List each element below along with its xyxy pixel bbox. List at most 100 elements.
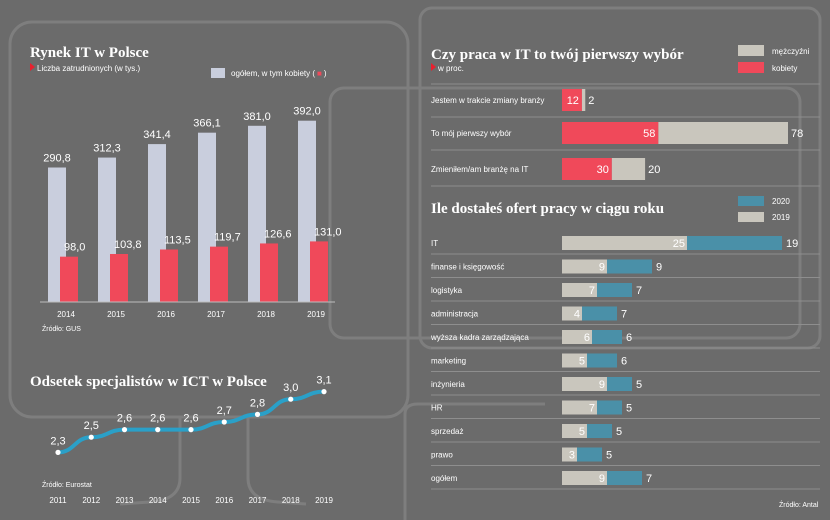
employment-bars: 290,8 98,0 2014 312,3 103,8 2015 341,4 113,5 201… — [43, 106, 341, 319]
label-women: 98,0 — [64, 242, 85, 254]
employment-title: Rynek IT w Polsce — [30, 45, 149, 61]
point-label: 2,6 — [183, 413, 198, 425]
ict-share-source: Źródło: Eurostat — [42, 480, 92, 489]
x-tick-label: 2015 — [182, 496, 200, 505]
legend-women-label: kobiety — [772, 64, 797, 73]
category-label: To mój pierwszy wybór — [431, 129, 512, 138]
ict-share-title: Odsetek specjalistów w ICT w Polsce — [30, 374, 267, 390]
point-label: 2,6 — [150, 413, 165, 425]
bar-2019 — [562, 400, 597, 415]
label-2019: 6 — [584, 332, 590, 344]
label-total: 290,8 — [43, 153, 71, 165]
first-choice-title: Czy praca w IT to twój pierwszy wybór — [431, 47, 684, 63]
bar-2020 — [597, 283, 632, 297]
bar-women — [310, 241, 328, 302]
bar-2020 — [687, 236, 782, 250]
offers-title: Ile dostałeś ofert pracy w ciągu roku — [431, 201, 664, 217]
employment-subtitle: Liczba zatrudnionych (w tys.) — [37, 64, 140, 73]
label-total: 366,1 — [193, 118, 221, 130]
bar-2019 — [562, 283, 597, 297]
label-2019: 25 — [673, 238, 685, 250]
x-tick-label: 2013 — [116, 496, 134, 505]
legend-2019-swatch — [738, 212, 764, 222]
bar-2020 — [607, 377, 632, 391]
first-choice-subtitle: w proc. — [437, 64, 464, 73]
bar-2020 — [597, 400, 622, 415]
label-2020: 6 — [626, 332, 632, 344]
ict-share-chart: Odsetek specjalistów w ICT w Polsce 2,3 2… — [30, 374, 333, 505]
bar-women — [160, 249, 178, 302]
x-tick-label: 2014 — [57, 310, 75, 319]
label-men: 20 — [648, 164, 660, 176]
label-men: 78 — [791, 128, 803, 140]
x-tick-label: 2017 — [207, 310, 225, 319]
data-point — [121, 427, 128, 433]
bar-2019 — [562, 236, 687, 250]
x-tick-label: 2015 — [107, 310, 125, 319]
label-total: 392,0 — [293, 106, 321, 118]
label-2020: 5 — [636, 379, 642, 391]
bar-2019 — [562, 447, 577, 462]
label-women: 126,6 — [264, 228, 292, 240]
point-label: 3,1 — [316, 375, 331, 387]
monitor-stand-right — [246, 418, 307, 506]
data-point — [254, 411, 261, 417]
label-total: 341,4 — [143, 129, 171, 141]
label-2019: 5 — [579, 426, 585, 438]
legend-total-swatch — [211, 68, 225, 78]
bar-2019 — [562, 377, 607, 391]
label-2020: 9 — [656, 262, 662, 274]
label-women: 30 — [597, 164, 609, 176]
x-tick-label: 2018 — [257, 310, 275, 319]
label-2019: 7 — [589, 403, 595, 415]
x-tick-label: 2011 — [49, 496, 67, 505]
legend-2020-swatch — [738, 196, 764, 206]
subtitle-marker-icon — [431, 63, 436, 71]
bar-2020 — [582, 306, 617, 321]
bar-women — [562, 158, 612, 180]
label-2019: 3 — [569, 450, 575, 462]
label-2019: 9 — [599, 473, 605, 485]
bar-2019 — [562, 330, 592, 344]
bar-2020 — [577, 447, 602, 462]
offers-chart: Ile dostałeś ofert pracy w ciągu roku 20… — [430, 196, 820, 509]
label-2020: 19 — [786, 238, 798, 250]
employment-chart: Rynek IT w Polsce Liczba zatrudnionych (… — [30, 45, 342, 333]
label-women: 131,0 — [314, 226, 342, 238]
point-label: 2,8 — [250, 397, 265, 409]
data-point — [188, 427, 194, 433]
bar-2019 — [562, 353, 587, 368]
label-total: 381,0 — [243, 111, 271, 123]
point-label: 2,3 — [50, 435, 65, 447]
bar-women — [562, 89, 582, 111]
label-men: 2 — [588, 95, 594, 107]
bar-men — [658, 122, 788, 144]
x-tick-label: 2018 — [282, 496, 300, 505]
x-tick-label: 2019 — [307, 310, 325, 319]
ict-share-line: 2,3 2011 2,5 2012 2,6 2013 2,6 2014 2,6 2015 2,7 20… — [49, 375, 333, 505]
monitor-outline — [8, 20, 410, 419]
legend-2019-label: 2019 — [772, 213, 790, 222]
bar-2019 — [562, 424, 587, 438]
subtitle-marker-icon — [30, 63, 35, 71]
background-decor — [8, 6, 822, 520]
bar-women — [260, 243, 278, 302]
category-label: logistyka — [431, 286, 463, 295]
data-point — [55, 449, 61, 455]
x-tick-label: 2016 — [157, 310, 175, 319]
label-women: 119,7 — [214, 232, 241, 244]
bar-women — [110, 253, 128, 302]
bar-men — [581, 89, 586, 111]
label-2020: 5 — [606, 450, 612, 462]
category-label: wyższa kadra zarządzająca — [430, 333, 529, 342]
category-label: sprzedaż — [431, 427, 463, 436]
point-label: 2,7 — [217, 405, 232, 417]
label-2020: 6 — [621, 356, 627, 368]
legend-men-label: mężczyźni — [772, 47, 810, 56]
bar-2020 — [587, 353, 617, 368]
bar-2020 — [587, 424, 612, 438]
bar-2020 — [592, 330, 622, 344]
category-label: administracja — [431, 310, 479, 319]
